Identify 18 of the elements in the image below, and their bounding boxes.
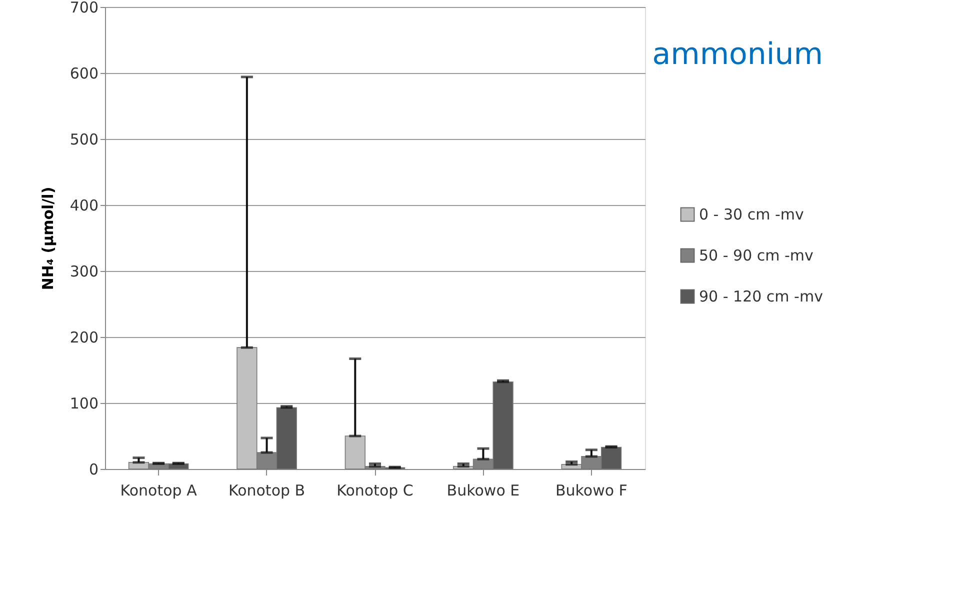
y-tick-label: 500 [70, 130, 98, 148]
legend-label: 50 - 90 cm -mv [699, 246, 814, 264]
x-tick-label: Konotop B [228, 482, 306, 500]
y-tick-label: 100 [70, 394, 98, 412]
x-tick-label: Bukowo E [446, 482, 520, 500]
y-tick-label: 700 [70, 0, 98, 16]
x-tick-label: Konotop A [120, 482, 198, 500]
x-tick-label: Konotop C [336, 482, 414, 500]
y-axis-title: NH₄ (µmol/l) [38, 186, 57, 290]
y-tick-label: 0 [88, 460, 98, 478]
y-tick-label: 200 [70, 328, 98, 346]
legend-label: 0 - 30 cm -mv [699, 206, 804, 224]
legend-label: 90 - 120 cm -mv [699, 288, 824, 306]
x-tick-label: Bukowo F [555, 482, 628, 500]
y-tick-label: 300 [70, 262, 98, 280]
y-tick-label: 400 [70, 196, 98, 214]
text: ammonium [652, 37, 823, 72]
y-tick-label: 600 [70, 64, 98, 82]
